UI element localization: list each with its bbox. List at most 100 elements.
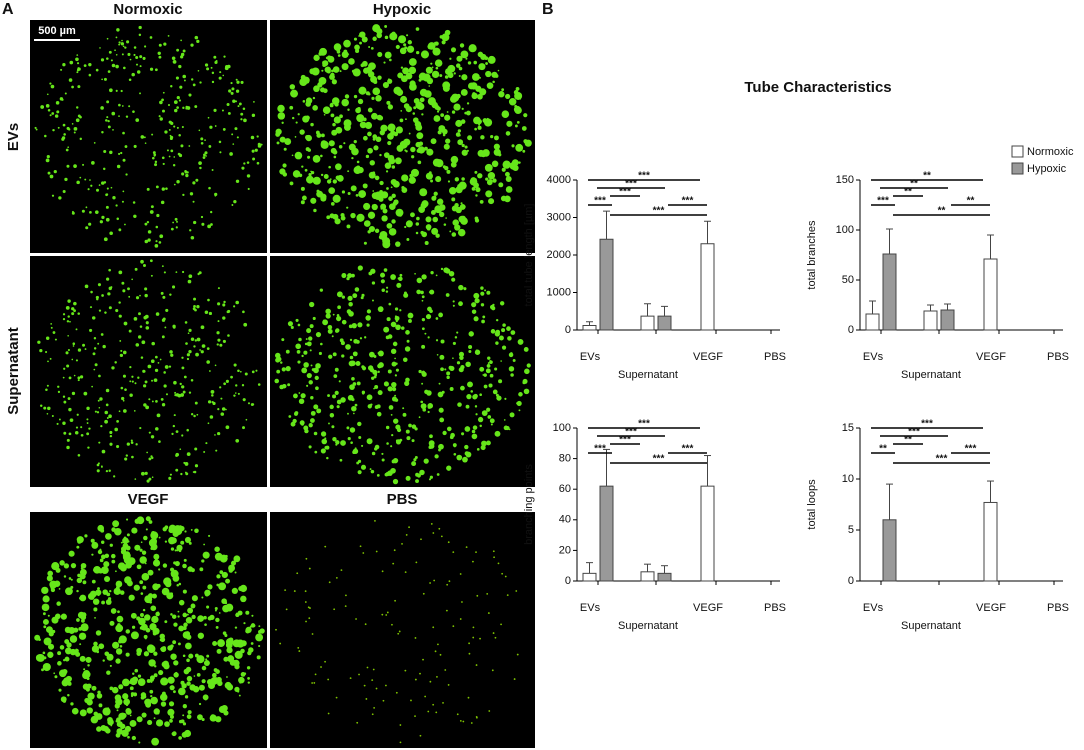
cell	[499, 301, 505, 306]
cell	[485, 177, 489, 181]
cell	[390, 178, 397, 186]
cell	[473, 116, 481, 125]
cell	[182, 714, 185, 717]
cell	[358, 435, 362, 439]
cell	[219, 151, 222, 154]
cell	[155, 185, 159, 189]
cell	[428, 440, 435, 447]
cell	[71, 307, 75, 311]
cell	[419, 469, 425, 476]
cell	[115, 36, 118, 39]
cell	[98, 309, 102, 312]
cell	[78, 632, 87, 640]
cell	[58, 669, 67, 678]
cell	[63, 575, 67, 578]
cell	[371, 299, 374, 302]
cell	[431, 66, 434, 69]
cell	[388, 196, 393, 201]
cell	[210, 66, 213, 69]
cell	[504, 575, 507, 578]
cell	[105, 533, 112, 540]
cell	[216, 648, 222, 654]
cell	[71, 211, 75, 215]
cell	[148, 520, 153, 524]
cell	[478, 63, 486, 71]
cell	[458, 181, 467, 190]
cell	[213, 55, 217, 59]
cell	[468, 642, 471, 645]
cell	[154, 160, 158, 164]
cell	[183, 375, 187, 379]
cell	[440, 367, 444, 372]
cell	[249, 625, 253, 628]
cell	[138, 312, 141, 316]
cell	[421, 113, 424, 116]
cell	[379, 153, 382, 157]
cell	[234, 127, 238, 131]
cell	[118, 314, 122, 318]
cell	[51, 112, 55, 115]
cell	[251, 370, 255, 374]
cell	[461, 143, 465, 148]
cell	[238, 102, 242, 106]
cell	[180, 144, 184, 148]
cell	[461, 74, 468, 81]
cell	[49, 82, 52, 85]
cell	[402, 412, 407, 417]
cell	[236, 136, 239, 139]
cell	[309, 324, 314, 329]
cell	[115, 698, 123, 706]
cell	[275, 628, 277, 631]
cell	[105, 205, 109, 209]
cell	[454, 224, 461, 231]
cell	[124, 46, 127, 49]
cell	[130, 612, 137, 619]
cell	[106, 277, 110, 281]
cell	[69, 635, 78, 643]
cell	[155, 719, 164, 727]
cell	[420, 538, 422, 541]
cell	[77, 379, 80, 382]
cell	[178, 599, 185, 606]
cell	[345, 594, 347, 597]
cell	[142, 369, 146, 373]
cell	[176, 95, 180, 100]
cell	[339, 70, 342, 73]
cell	[173, 660, 179, 666]
cell	[444, 669, 447, 671]
cell	[340, 212, 345, 218]
cell	[139, 65, 142, 68]
cell	[319, 288, 324, 292]
cell	[94, 210, 99, 215]
cell	[418, 416, 421, 419]
cell	[234, 571, 237, 574]
legend-swatch	[1011, 162, 1024, 175]
cell	[290, 89, 299, 98]
cell	[182, 612, 188, 618]
cell	[215, 669, 220, 674]
cell	[221, 571, 228, 579]
cell	[493, 556, 495, 559]
cell	[222, 339, 226, 344]
cell	[344, 94, 350, 99]
cell	[212, 641, 218, 647]
cell	[70, 578, 73, 581]
cell	[371, 376, 375, 380]
cell	[330, 147, 337, 154]
cell	[82, 343, 86, 347]
cell	[241, 384, 245, 387]
cell	[486, 290, 491, 295]
cell	[311, 682, 314, 684]
cell	[115, 53, 118, 56]
cell	[321, 438, 328, 445]
cell	[53, 580, 61, 587]
cell	[369, 160, 375, 166]
cell	[249, 629, 251, 631]
cell	[383, 381, 389, 387]
cell	[221, 407, 226, 411]
cell	[445, 293, 450, 297]
cell	[69, 60, 74, 65]
cell	[470, 722, 473, 724]
cell	[151, 133, 154, 136]
cell	[363, 241, 367, 245]
